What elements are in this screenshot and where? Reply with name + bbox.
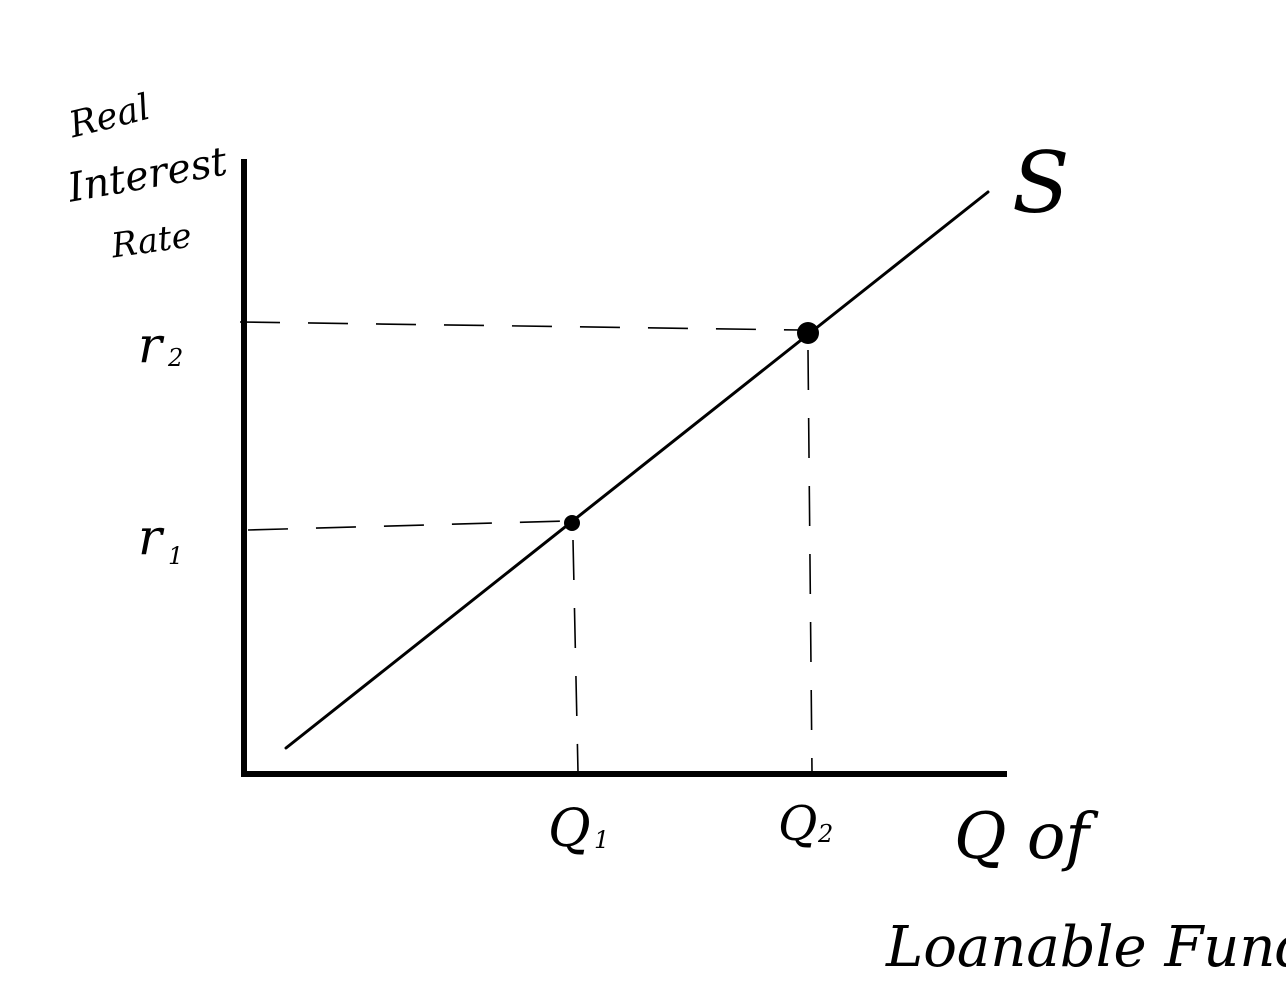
q1-label: Q 1 xyxy=(548,799,609,859)
r1-letter: r xyxy=(138,508,165,566)
q1-subscript: 1 xyxy=(594,826,609,854)
y-axis-label-line-1: Real xyxy=(64,87,154,147)
y-axis-label-line-3: Rate xyxy=(108,216,194,267)
q2-letter: Q xyxy=(778,796,817,852)
q2-guide-line xyxy=(807,349,813,773)
q1-guide-line xyxy=(572,539,579,773)
q1-letter: Q xyxy=(548,799,591,859)
r1-guide-line xyxy=(247,520,567,531)
r2-subscript: 2 xyxy=(167,344,183,372)
x-axis-label-line-2: Loanable Funds xyxy=(885,915,1286,980)
q2-subscript: 2 xyxy=(817,820,833,848)
q2-label: Q 2 xyxy=(778,796,833,852)
y-axis-label-line-2: Interest xyxy=(63,138,231,212)
r1-label: r 1 xyxy=(138,508,183,570)
r2-guide-line xyxy=(239,321,801,331)
x-axis-label-line-1: Q of xyxy=(954,800,1099,874)
r2-label: r 2 xyxy=(138,316,183,374)
point-2 xyxy=(797,322,819,344)
r1-subscript: 1 xyxy=(168,542,183,570)
supply-curve-label: S xyxy=(1012,134,1070,232)
supply-curve xyxy=(284,190,990,750)
r2-letter: r xyxy=(138,316,165,374)
point-1 xyxy=(564,515,580,531)
